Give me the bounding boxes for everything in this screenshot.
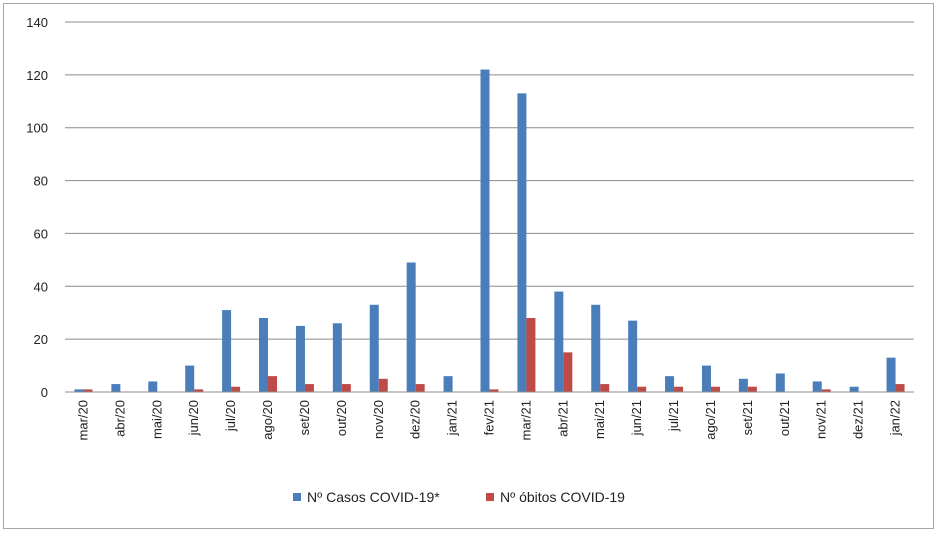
x-tick-label: ago/20: [260, 400, 275, 440]
bar-cases: [222, 310, 232, 392]
bar-deaths: [341, 384, 351, 392]
bar-deaths: [674, 386, 684, 392]
x-tick-label: nov/20: [371, 400, 386, 439]
bar-cases: [185, 365, 195, 392]
x-tick-label: mar/20: [75, 400, 90, 440]
bar-deaths: [895, 384, 905, 392]
bar-deaths: [304, 384, 314, 392]
x-tick-label: nov/21: [814, 400, 829, 439]
y-axis-tick-labels: 0 20 40 60 80 100 120 140: [26, 15, 48, 400]
x-tick-label: set/20: [297, 400, 312, 435]
bar-cases: [517, 93, 527, 392]
bar-deaths: [378, 378, 388, 392]
bar-cases: [849, 386, 859, 392]
bar-cases: [406, 262, 416, 392]
x-tick-label: mai/20: [149, 400, 164, 439]
bar-deaths: [268, 376, 278, 392]
bar-deaths: [83, 389, 93, 392]
bar-cases: [74, 389, 84, 392]
x-tick-label: mar/21: [518, 400, 533, 440]
bar-cases: [665, 376, 675, 392]
bar-cases: [259, 318, 269, 392]
x-tick-label: jul/20: [223, 400, 238, 432]
bar-cases: [591, 304, 601, 392]
x-tick-label: abr/20: [112, 400, 127, 437]
bar-cases: [480, 69, 490, 393]
legend-label-cases: Nº Casos COVID-19*: [307, 489, 440, 505]
x-tick-label: dez/21: [851, 400, 866, 439]
bar-cases: [701, 365, 711, 392]
x-tick-label: jun/21: [629, 400, 644, 436]
bar-deaths: [194, 389, 204, 392]
x-tick-label: out/21: [777, 400, 792, 436]
bar-cases: [295, 325, 305, 392]
y-tick-label: 100: [26, 121, 48, 136]
x-tick-label: abr/21: [555, 400, 570, 437]
x-tick-label: jul/21: [666, 400, 681, 432]
y-tick-label: 60: [34, 226, 48, 241]
bar-deaths: [563, 352, 573, 392]
x-tick-label: mai/21: [592, 400, 607, 439]
bar-cases: [775, 373, 785, 392]
x-tick-label: jan/22: [888, 400, 903, 436]
bar-cases: [148, 381, 158, 392]
bar-deaths: [710, 386, 720, 392]
x-tick-label: dez/20: [408, 400, 423, 439]
x-tick-label: jan/21: [445, 400, 460, 436]
chart-frame: [3, 3, 934, 529]
x-tick-label: set/21: [740, 400, 755, 435]
x-tick-label: ago/21: [703, 400, 718, 440]
bar-cases: [628, 320, 638, 392]
bar-deaths: [637, 386, 647, 392]
y-tick-label: 0: [41, 385, 48, 400]
x-tick-label: fev/21: [482, 400, 497, 435]
x-axis-tick-labels: mar/20 abr/20 mai/20 jun/20 jul/20 ago/20 set/…: [75, 400, 902, 440]
legend-label-deaths: Nº óbitos COVID-19: [500, 489, 625, 505]
legend: Nº Casos COVID-19* Nº óbitos COVID-19: [293, 489, 625, 505]
bar-deaths: [231, 386, 241, 392]
bar-cases: [332, 323, 342, 392]
bar-deaths: [526, 318, 536, 392]
y-tick-label: 80: [34, 174, 48, 189]
bar-cases: [554, 291, 564, 392]
bar-cases: [886, 357, 896, 392]
bar-deaths: [747, 386, 757, 392]
legend-swatch-cases: [293, 493, 301, 501]
y-tick-label: 20: [34, 332, 48, 347]
bar-deaths: [415, 384, 425, 392]
bar-deaths: [821, 389, 831, 392]
bar-deaths: [600, 384, 610, 392]
bar-cases: [812, 381, 822, 392]
bars: [74, 69, 905, 393]
y-tick-label: 120: [26, 68, 48, 83]
bar-cases: [443, 376, 453, 392]
x-tick-label: out/20: [334, 400, 349, 436]
bar-cases: [738, 378, 748, 392]
y-tick-label: 140: [26, 15, 48, 30]
x-tick-label: jun/20: [186, 400, 201, 436]
bar-deaths: [489, 389, 499, 392]
bar-cases: [369, 304, 379, 392]
legend-swatch-deaths: [486, 493, 494, 501]
y-tick-label: 40: [34, 279, 48, 294]
bar-cases: [111, 384, 121, 392]
